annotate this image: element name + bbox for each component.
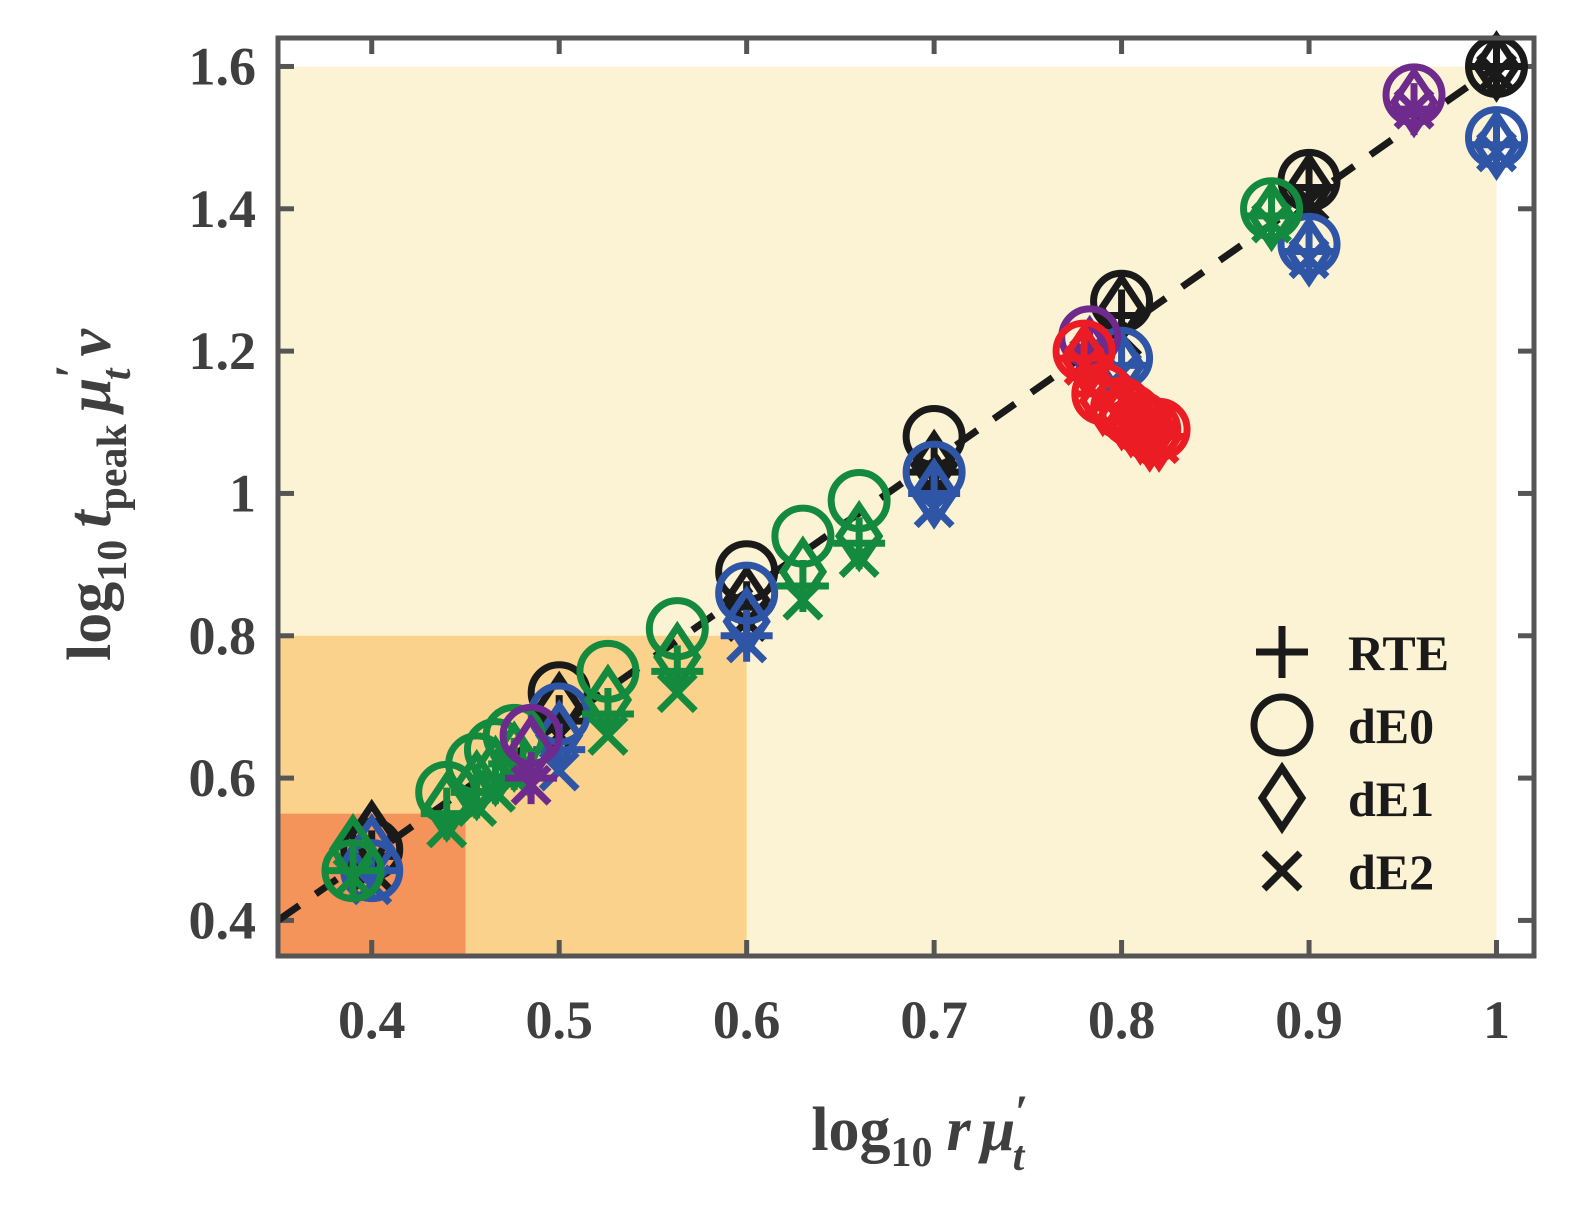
x-tick-label: 0.4: [338, 990, 406, 1050]
point-blue-rte: [1470, 118, 1523, 171]
point-blue-dE1: [1472, 108, 1521, 182]
x-tick-label: 1: [1483, 990, 1510, 1050]
legend-item-de2: dE2: [1261, 844, 1434, 900]
x-tick-label: 0.5: [525, 990, 593, 1050]
legend-item-de1: dE1: [1257, 761, 1434, 835]
x-tick-label: 0.6: [713, 990, 781, 1050]
x-label-prime: ′: [1015, 1086, 1029, 1139]
y-label-prime: ′: [46, 364, 99, 378]
x-tick-label: 0.8: [1088, 990, 1156, 1050]
legend-label: dE2: [1348, 844, 1434, 900]
point-green-rte: [581, 688, 634, 741]
point-purple-rte: [1388, 83, 1441, 136]
point-green-rte: [833, 517, 886, 570]
x-label-r: r: [947, 1096, 972, 1164]
legend-marker-diamond: [1257, 761, 1307, 835]
x-tick-label: 0.7: [900, 990, 968, 1050]
point-purple-rte: [505, 752, 558, 805]
point-red-rte: [1123, 403, 1176, 456]
point-blue-dE1: [909, 457, 959, 530]
legend-item-rte: RTE: [1256, 625, 1449, 681]
y-tick-label: 0.8: [189, 606, 257, 666]
plot-frame: [275, 35, 1537, 959]
y-label-t: t: [56, 509, 124, 528]
legend: RTE dE0 dE1 dE2: [1250, 625, 1449, 900]
y-axis-label: log10tpeakμ′tv: [46, 328, 140, 661]
y-label-sub-t: t: [94, 367, 140, 380]
point-green-rte: [651, 645, 704, 698]
legend-label: dE0: [1348, 698, 1434, 754]
y-label-sub-peak: peak: [90, 424, 136, 511]
y-tick-label: 0.4: [189, 890, 257, 950]
legend-marker-plus: [1256, 626, 1308, 678]
legend-label: RTE: [1348, 625, 1449, 681]
point-green-rte: [1245, 189, 1298, 242]
y-tick-label: 1: [229, 463, 256, 523]
x-label-mu: μ: [978, 1096, 1015, 1164]
y-tick-label: 1.2: [189, 321, 257, 381]
x-label-sub-t: t: [1013, 1134, 1026, 1180]
y-tick-label: 1.4: [189, 179, 257, 239]
point-green-dE1: [1247, 179, 1296, 253]
point-blue-rte: [1283, 225, 1336, 278]
y-tick-label: 0.6: [189, 748, 257, 808]
point-green-rte: [776, 559, 829, 612]
point-green-dE0: [321, 839, 385, 903]
y-tick-label: 1.6: [189, 36, 257, 96]
point-blue-rte: [908, 467, 961, 520]
x-axis-label: log10 r μ′ t: [811, 1086, 1028, 1180]
point-blue-dE1: [1284, 215, 1334, 288]
series-green: [321, 177, 1304, 903]
x-tick-label: 0.9: [1275, 990, 1343, 1050]
legend-marker-cross: [1261, 850, 1303, 892]
point-red-dE1: [1059, 321, 1109, 395]
point-green-rte: [420, 787, 473, 840]
legend-marker-circle: [1250, 693, 1314, 757]
point-green-rte: [326, 844, 379, 897]
legend-label: dE1: [1348, 771, 1434, 827]
series-red: [1052, 319, 1191, 473]
point-black-rte: [1470, 40, 1523, 93]
x-label-log: log: [811, 1096, 890, 1164]
y-label-sub10: 10: [90, 540, 136, 582]
y-label-v: v: [56, 328, 124, 357]
tick-labels: 0.4 0.5 0.6 0.7 0.8 0.9 1 0.4 0.6 0.8 1 1.2 1.4 1.6: [189, 36, 1511, 1050]
point-blue-rte: [720, 609, 773, 662]
point-red-rte: [1058, 332, 1111, 385]
point-red-rte: [1133, 410, 1186, 463]
y-label-log: log: [56, 582, 124, 661]
y-label-mu: μ: [56, 378, 124, 415]
data-points: [321, 30, 1529, 906]
legend-item-de0: dE0: [1250, 693, 1434, 757]
x-label-sub10: 10: [891, 1130, 933, 1176]
